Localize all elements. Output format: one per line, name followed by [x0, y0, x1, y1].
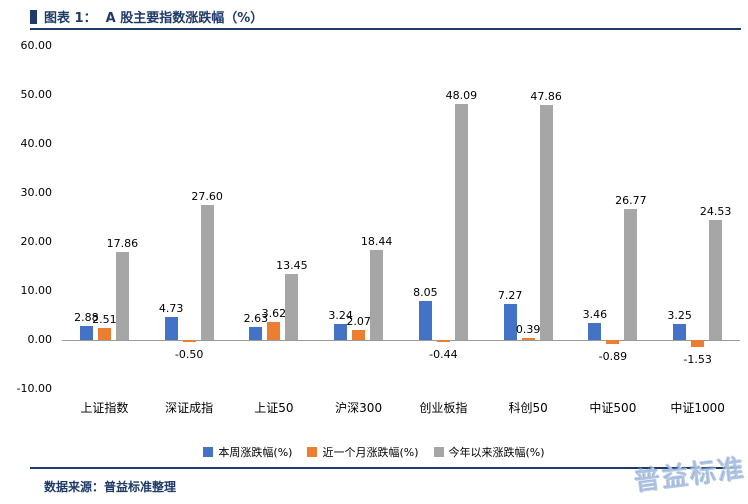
legend-swatch — [433, 447, 444, 457]
chart-bar — [352, 329, 366, 340]
chart-bar — [164, 316, 178, 340]
bar-value-label: 27.60 — [191, 189, 223, 203]
bar-value-label: 24.53 — [699, 204, 732, 218]
chart-bar — [624, 208, 638, 340]
chart-bar — [588, 323, 602, 340]
y-axis-tick-label: 30.00 — [20, 186, 53, 199]
bar-value-label: 13.45 — [276, 259, 308, 273]
title-accent-bar — [30, 9, 37, 24]
bar-value-label: -0.89 — [598, 350, 628, 364]
bar-value-label: 7.27 — [497, 289, 523, 303]
bar-chart: 60.00 50.00 40.00 30.00 20.00 10.00 0.00 -10.00… — [0, 30, 748, 442]
category-label: 科创50 — [508, 401, 548, 415]
legend-label: 本周涨跌幅(%) — [218, 446, 293, 459]
bar-value-label: 4.73 — [158, 301, 184, 315]
bar-value-label: -1.53 — [683, 353, 712, 367]
category-label: 沪深300 — [335, 401, 383, 415]
chart-legend: 本周涨跌幅(%) 近一个月涨跌幅(%) 今年以来涨跌幅(%) — [0, 443, 748, 461]
chart-bar — [436, 340, 450, 343]
category-label: 中证500 — [589, 401, 637, 415]
bar-value-label: 47.86 — [530, 90, 562, 104]
legend-item: 今年以来涨跌幅(%) — [433, 444, 545, 460]
bar-value-label: 2.63 — [243, 312, 269, 326]
y-axis-tick-label: 60.00 — [20, 39, 53, 52]
y-axis-tick-label: 50.00 — [20, 88, 53, 101]
chart-bar — [370, 249, 384, 340]
x-axis-line — [62, 340, 740, 341]
chart-bar — [115, 252, 129, 340]
source-footer: 数据来源：普益标准整理 — [30, 467, 741, 495]
chart-bar — [454, 104, 468, 340]
chart-title: 图表 1： A 股主要指数涨跌幅（%） — [44, 11, 264, 26]
y-axis-tick-label: 10.00 — [20, 284, 53, 297]
y-axis-tick-label: 20.00 — [20, 235, 53, 248]
bar-value-label: 2.51 — [92, 312, 117, 326]
bar-value-label: -0.50 — [174, 348, 204, 362]
legend-label: 近一个月涨跌幅(%) — [322, 446, 419, 459]
legend-swatch — [203, 447, 214, 457]
chart-bar — [503, 304, 517, 340]
bar-value-label: -0.44 — [429, 348, 458, 362]
bar-value-label: 3.46 — [582, 308, 608, 322]
data-source-label: 数据来源：普益标准整理 — [44, 480, 177, 494]
bar-value-label: 18.44 — [360, 234, 393, 248]
chart-bar — [521, 338, 535, 340]
bar-value-label: 3.62 — [261, 307, 287, 321]
legend-swatch — [307, 447, 318, 457]
chart-bar — [79, 325, 93, 340]
chart-bar — [285, 274, 299, 340]
chart-bar — [249, 327, 263, 340]
chart-bar — [606, 340, 620, 345]
bar-value-label: 3.25 — [667, 309, 692, 323]
y-axis-tick-label: 40.00 — [20, 137, 53, 150]
category-label: 创业板指 — [419, 401, 468, 415]
chart-bar — [691, 340, 705, 348]
bar-value-label: 2.88 — [74, 310, 99, 324]
category-label: 中证1000 — [670, 401, 725, 415]
chart-bar — [200, 204, 214, 340]
chart-bar — [673, 324, 687, 340]
chart-bar — [334, 324, 348, 340]
chart-bar — [539, 105, 553, 340]
chart-bar — [418, 300, 432, 340]
category-label: 上证指数 — [80, 401, 129, 415]
category-label: 上证50 — [254, 401, 294, 415]
bar-value-label: 3.24 — [328, 309, 353, 323]
legend-item: 本周涨跌幅(%) — [203, 444, 292, 460]
chart-bar — [182, 340, 196, 343]
legend-item: 近一个月涨跌幅(%) — [307, 444, 419, 460]
bar-value-label: 2.07 — [346, 314, 371, 328]
bar-value-label: 0.39 — [515, 323, 541, 337]
chart-bar — [267, 322, 281, 340]
chart-header: 图表 1： A 股主要指数涨跌幅（%） — [30, 5, 741, 30]
legend-label: 今年以来涨跌幅(%) — [448, 446, 545, 459]
y-axis-tick-label: -10.00 — [16, 382, 52, 395]
category-label: 深证成指 — [165, 401, 214, 415]
chart-bar — [709, 219, 723, 340]
bar-value-label: 26.77 — [615, 193, 647, 207]
bar-value-label: 17.86 — [106, 237, 139, 251]
y-axis-tick-label: 0.00 — [27, 333, 53, 346]
bar-value-label: 8.05 — [413, 285, 438, 299]
chart-bar — [97, 327, 111, 340]
bar-value-label: 48.09 — [445, 89, 478, 103]
